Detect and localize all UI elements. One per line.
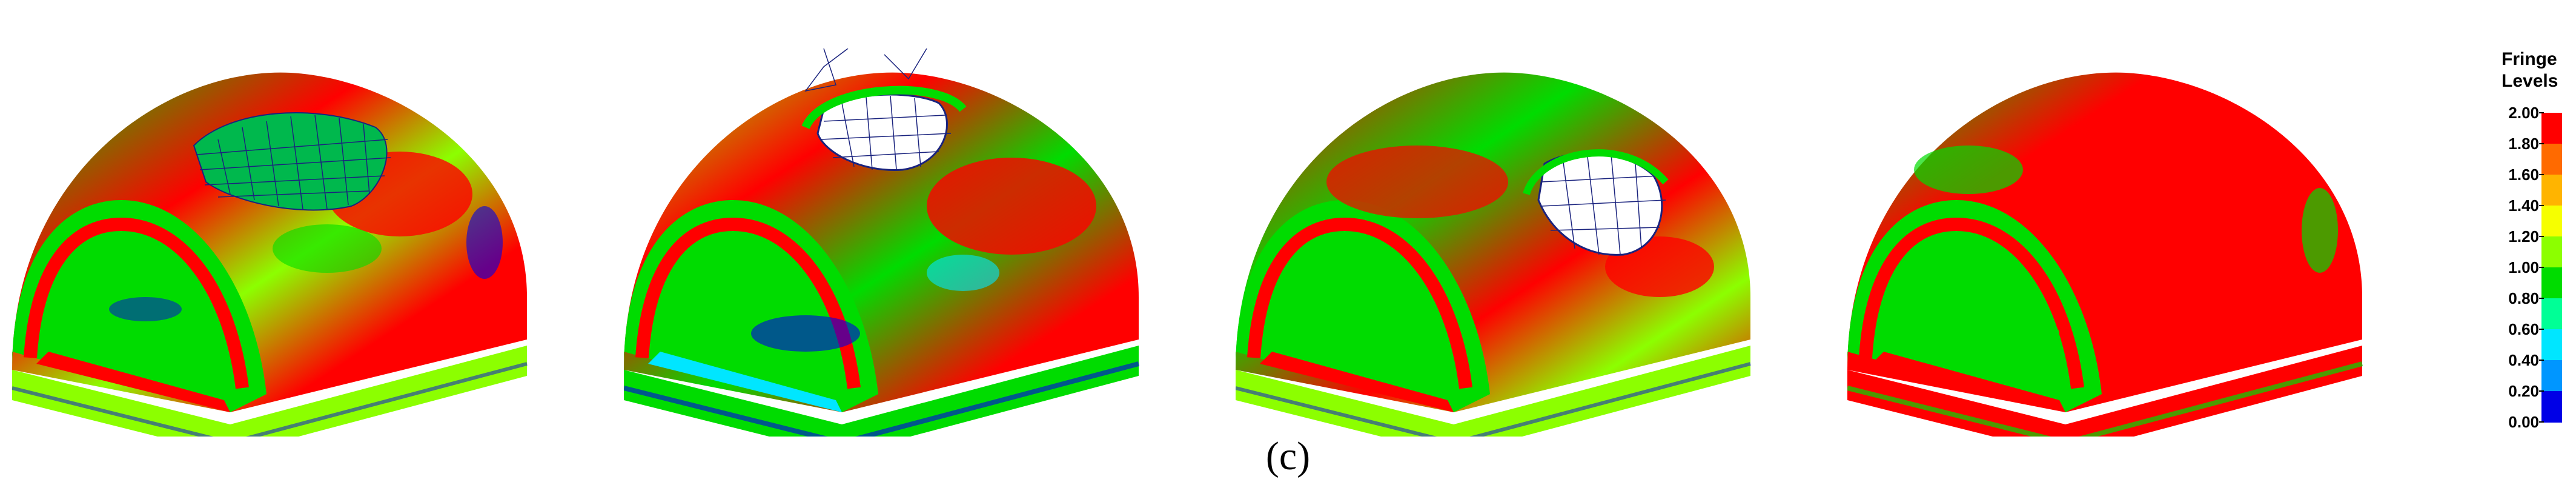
legend-color-segment <box>2541 206 2562 237</box>
legend-level-label: 2.00 <box>2508 104 2539 122</box>
legend-color-segment <box>2541 360 2562 392</box>
legend-color-segment <box>2541 175 2562 206</box>
tunnel-model-2 <box>624 49 1145 437</box>
legend-tick <box>2539 390 2544 392</box>
legend-color-segment <box>2541 236 2562 268</box>
legend-tick <box>2539 329 2544 330</box>
tunnel-model-3-graphic <box>1236 72 1751 437</box>
tunnel-model-1-graphic <box>12 72 528 437</box>
legend-level-label: 1.20 <box>2508 227 2539 246</box>
legend-color-segment <box>2541 113 2562 144</box>
legend-tick <box>2539 112 2544 113</box>
legend-level-label: 1.00 <box>2508 258 2539 276</box>
legend-tick <box>2539 236 2544 237</box>
legend-tick <box>2539 267 2544 268</box>
legend-level-label: 0.60 <box>2508 320 2539 338</box>
tunnel-model-1 <box>12 49 533 437</box>
legend-tick <box>2539 174 2544 175</box>
legend-tick <box>2539 143 2544 144</box>
legend-tick <box>2539 360 2544 361</box>
legend-level-label: 1.80 <box>2508 135 2539 153</box>
fringe-legend: Fringe Levels 2.00 1.80 1.60 1.40 1.20 1.00 0.… <box>2465 49 2574 437</box>
legend-color-segment <box>2541 298 2562 330</box>
tunnel-model-4 <box>1847 49 2368 437</box>
legend-tick <box>2539 421 2544 423</box>
legend-color-segment <box>2541 329 2562 361</box>
tunnel-model-3 <box>1236 49 1757 437</box>
legend-level-label: 0.40 <box>2508 351 2539 369</box>
legend-color-bar <box>2541 113 2562 423</box>
legend-tick <box>2539 205 2544 206</box>
legend-level-label: 0.80 <box>2508 289 2539 307</box>
legend-title-line-1: Fringe <box>2502 49 2557 69</box>
legend-level-label: 0.00 <box>2508 413 2539 431</box>
tunnel-model-4-graphic <box>1847 72 2363 437</box>
legend-title: Fringe Levels <box>2502 49 2558 92</box>
legend-tick <box>2539 298 2544 299</box>
legend-level-label: 0.20 <box>2508 382 2539 400</box>
legend-level-label: 1.40 <box>2508 196 2539 215</box>
legend-level-label: 1.60 <box>2508 166 2539 184</box>
legend-color-segment <box>2541 144 2562 175</box>
legend-title-line-2: Levels <box>2502 71 2558 91</box>
legend-color-segment <box>2541 267 2562 299</box>
figure-caption: (c) <box>1265 434 1311 478</box>
tunnel-model-2-graphic <box>624 49 1140 437</box>
legend-color-segment <box>2541 391 2562 423</box>
